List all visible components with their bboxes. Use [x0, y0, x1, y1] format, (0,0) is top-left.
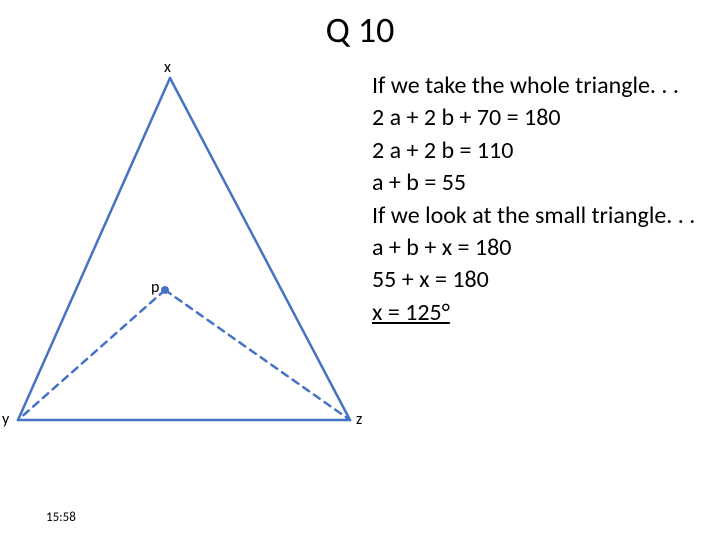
solution-line-7: x = 125°	[372, 297, 695, 329]
solution-line-0: If we take the whole triangle. . .	[372, 70, 695, 102]
solution-text: If we take the whole triangle. . .2 a + …	[372, 70, 695, 329]
vertex-label-p: p	[151, 278, 159, 297]
solution-line-3: a + b = 55	[372, 167, 695, 199]
vertex-label-y: y	[2, 410, 9, 429]
timestamp: 15:58	[46, 510, 76, 525]
solution-line-6: 55 + x = 180	[372, 264, 695, 296]
triangle-diagram	[0, 60, 370, 450]
solution-line-1: 2 a + 2 b + 70 = 180	[372, 102, 695, 134]
solution-line-4: If we look at the small triangle. . .	[372, 200, 695, 232]
slide-title: Q 10	[0, 8, 720, 52]
solution-line-2: 2 a + 2 b = 110	[372, 135, 695, 167]
solution-line-5: a + b + x = 180	[372, 232, 695, 264]
vertex-label-z: z	[356, 410, 362, 429]
vertex-label-x: x	[164, 58, 171, 77]
